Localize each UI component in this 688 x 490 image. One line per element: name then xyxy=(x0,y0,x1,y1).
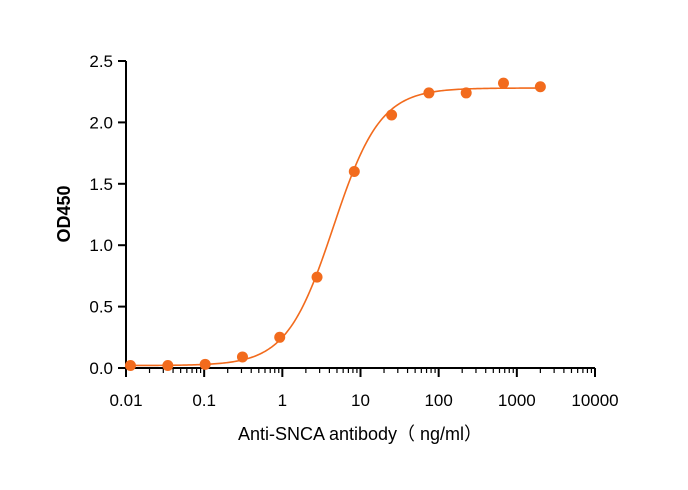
data-point xyxy=(497,77,509,89)
data-point xyxy=(460,87,472,99)
data-point xyxy=(534,81,546,93)
data-point xyxy=(386,109,398,121)
data-point xyxy=(236,351,248,363)
y-tick-label: 1.0 xyxy=(89,236,113,255)
y-axis: 0.0 0.5 1.0 1.5 2.0 2.5 xyxy=(89,52,127,378)
data-point xyxy=(274,331,286,343)
fit-curve xyxy=(130,87,541,367)
data-points xyxy=(124,77,546,372)
x-ticks: 0.01 0.1 1 10 100 1000 10000 xyxy=(109,368,619,410)
y-tick-label: 1.5 xyxy=(89,175,113,194)
data-point xyxy=(311,271,323,283)
data-point xyxy=(124,360,136,372)
x-tick-label: 100 xyxy=(424,391,452,410)
y-tick-label: 2.0 xyxy=(89,113,113,132)
y-ticks: 0.0 0.5 1.0 1.5 2.0 2.5 xyxy=(89,52,126,378)
x-tick-label: 10 xyxy=(351,391,370,410)
x-axis-title: Anti-SNCA antibody（ ng/ml） xyxy=(238,424,482,444)
x-axis: 0.01 0.1 1 10 100 1000 10000 xyxy=(109,367,619,410)
x-tick-label: 10000 xyxy=(571,391,618,410)
y-tick-label: 2.5 xyxy=(89,52,113,71)
y-axis-title: OD450 xyxy=(54,185,74,242)
data-point xyxy=(162,360,174,372)
x-tick-label: 1000 xyxy=(498,391,536,410)
y-tick-label: 0.0 xyxy=(89,359,113,378)
y-tick-label: 0.5 xyxy=(89,298,113,317)
data-point xyxy=(348,166,360,178)
x-tick-label: 1 xyxy=(278,391,287,410)
data-point xyxy=(199,358,211,370)
x-tick-label: 0.1 xyxy=(192,391,216,410)
x-tick-label: 0.01 xyxy=(109,391,142,410)
data-point xyxy=(423,87,435,99)
